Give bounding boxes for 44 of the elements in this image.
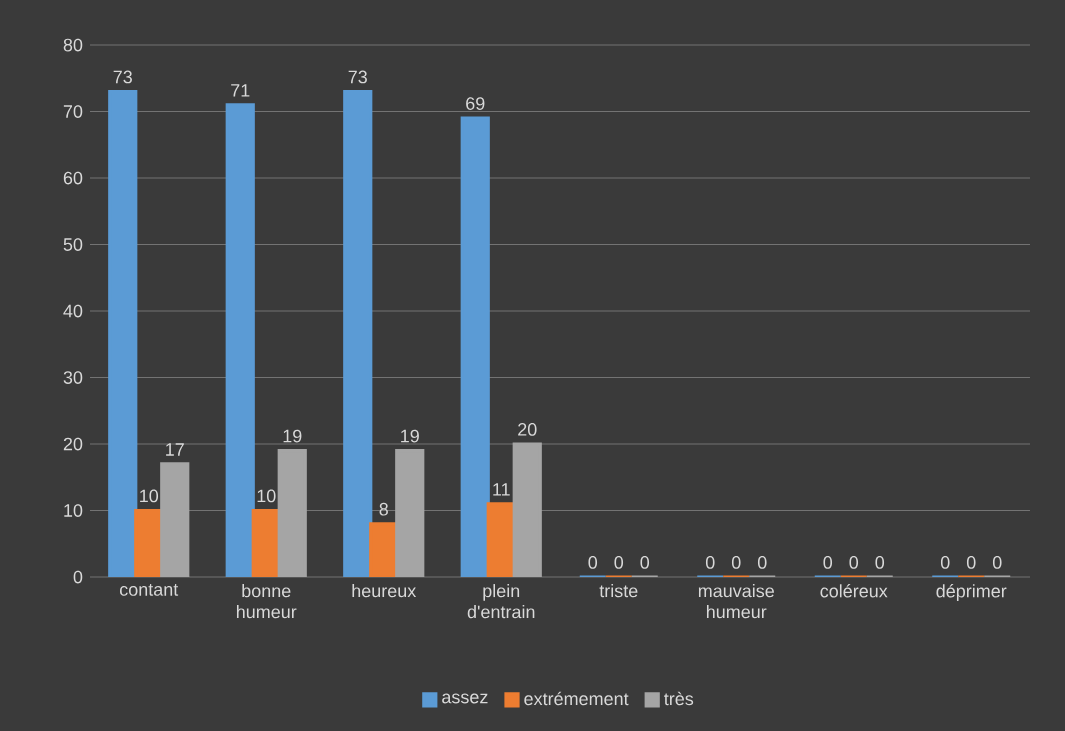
y-tick-label: 30 — [63, 371, 83, 384]
data-label: 0 — [705, 556, 715, 569]
data-label: 19 — [401, 429, 419, 443]
data-label: 20 — [518, 423, 537, 436]
data-label: 0 — [588, 556, 598, 569]
data-label: 69 — [466, 97, 485, 110]
y-tick-label: 40 — [63, 304, 83, 318]
x-tick-label: coléreux — [820, 584, 888, 598]
data-label: 0 — [940, 556, 950, 569]
data-label: 8 — [379, 502, 388, 516]
legend-label: assez — [442, 693, 488, 704]
data-label: 0 — [731, 556, 741, 569]
data-label: 73 — [348, 70, 367, 84]
y-tick-label: 0 — [73, 570, 83, 584]
data-label: 0 — [875, 556, 885, 569]
data-label: 17 — [166, 443, 184, 456]
y-tick-label: 70 — [63, 105, 83, 118]
data-label: 11 — [493, 483, 510, 496]
data-label: 73 — [113, 70, 132, 84]
data-label: 0 — [966, 556, 976, 569]
x-tick-label: triste — [599, 584, 638, 598]
y-tick-label: 60 — [63, 171, 83, 185]
data-label: 0 — [823, 556, 833, 569]
y-tick-label: 80 — [63, 38, 83, 52]
legend-label: très — [664, 691, 694, 706]
data-label: 0 — [992, 556, 1002, 569]
x-tick-label: heureux — [352, 584, 417, 598]
x-tick-label: déprimer — [936, 584, 1007, 602]
x-tick-label: bonne humeur — [236, 584, 297, 619]
data-label: 0 — [640, 556, 650, 569]
y-tick-label: 50 — [63, 238, 83, 251]
data-label: 0 — [757, 556, 767, 569]
data-label: 0 — [614, 556, 624, 569]
y-tick-label: 10 — [64, 504, 83, 517]
data-label: 71 — [231, 84, 250, 97]
y-tick-label: 20 — [63, 437, 83, 451]
data-label: 10 — [140, 489, 159, 503]
data-label: 0 — [849, 556, 859, 569]
data-label: 10 — [257, 489, 276, 503]
legend-label: extrémement — [524, 691, 629, 706]
data-label: 19 — [283, 429, 302, 443]
x-tick-label: contant — [119, 584, 179, 596]
x-tick-label: mauvaise humeur — [698, 584, 774, 619]
x-tick-label: plein d'entrain — [467, 584, 535, 619]
